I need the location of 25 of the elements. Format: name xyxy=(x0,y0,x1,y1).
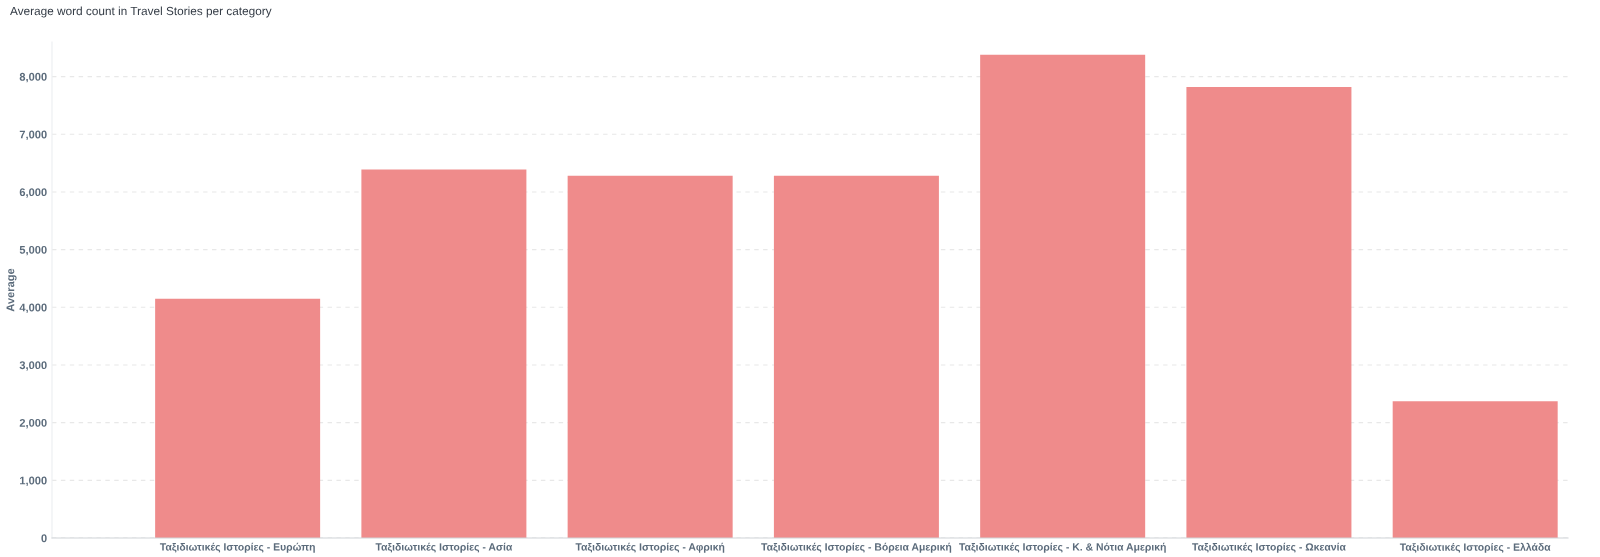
bar xyxy=(155,298,321,538)
x-tick-label: Ταξιδιωτικές Ιστορίες - Βόρεια Αμερική xyxy=(761,542,952,553)
y-axis-title: Average xyxy=(6,268,17,312)
bar xyxy=(361,169,527,538)
y-tick-label: 5,000 xyxy=(19,245,47,256)
x-tick-label: Ταξιδιωτικές Ιστορίες - Ωκεανία xyxy=(1192,542,1346,553)
chart-title: Average word count in Travel Stories per category xyxy=(10,6,272,18)
y-tick-label: 3,000 xyxy=(19,361,47,371)
bar xyxy=(773,175,939,538)
y-tick-label: 1,000 xyxy=(20,476,47,487)
x-tick-label: Ταξιδιωτικές Ιστορίες - Ελλάδα xyxy=(1399,542,1551,553)
x-tick-label: Ταξιδιωτικές Ιστορίες - Ασία xyxy=(375,542,513,553)
y-tick-label: 2,000 xyxy=(19,418,47,429)
x-tick-label: Ταξιδιωτικές Ιστορίες - Ευρώπη xyxy=(159,542,315,553)
y-tick-label: 4,000 xyxy=(19,303,47,314)
bar xyxy=(1392,401,1558,538)
bar xyxy=(980,54,1146,538)
y-tick-label: 0 xyxy=(41,534,47,543)
y-tick-label: 8,000 xyxy=(19,72,47,83)
y-tick-label: 7,000 xyxy=(19,130,47,141)
bar xyxy=(567,175,733,538)
bar xyxy=(1186,86,1352,538)
y-tick-label: 6,000 xyxy=(19,188,47,198)
x-tick-label: Ταξιδιωτικές Ιστορίες - Κ. & Νότια Αμερική xyxy=(959,542,1166,553)
x-tick-label: Ταξιδιωτικές Ιστορίες - Αφρική xyxy=(575,542,725,553)
